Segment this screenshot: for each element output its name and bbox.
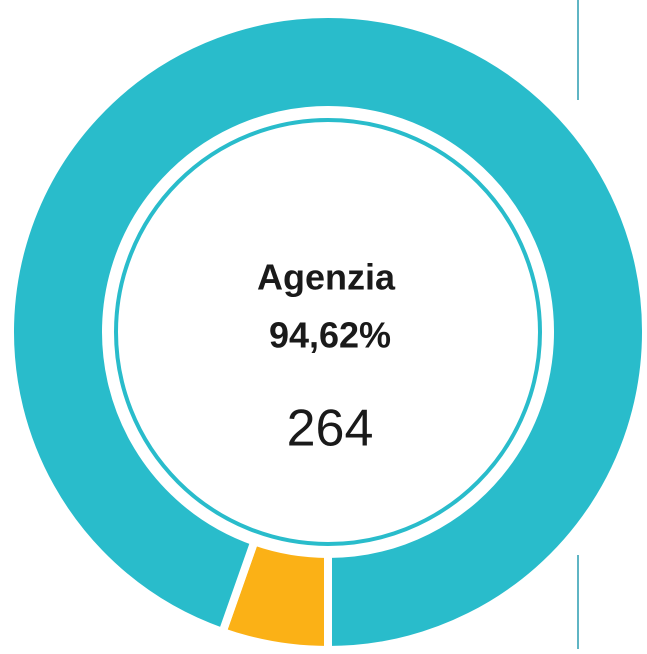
donut-segment — [6, 10, 647, 654]
center-label: Agenzia — [257, 257, 396, 298]
inner-ring — [114, 118, 542, 546]
center-count: 264 — [287, 400, 374, 458]
center-percent: 94,62% — [269, 315, 391, 356]
